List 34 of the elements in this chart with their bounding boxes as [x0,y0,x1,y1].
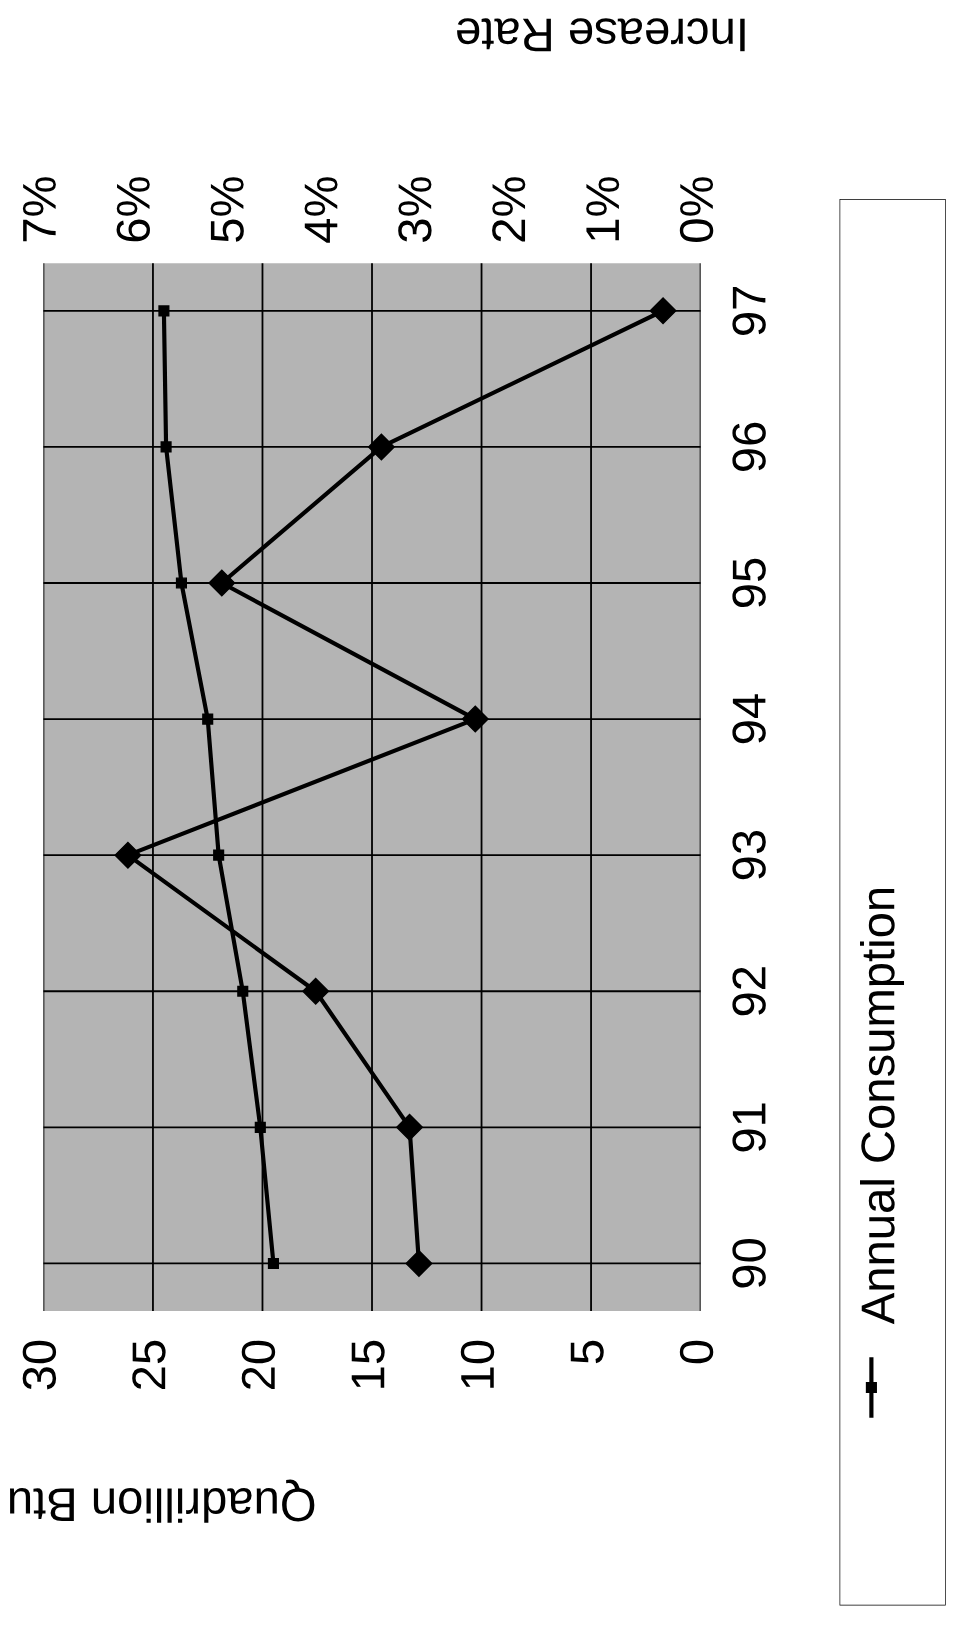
x-tick-label: 5 [570,1340,604,1364]
y-tick-label: 96 [732,422,766,471]
x2-tick-label: 2% [492,177,526,242]
y-tick-label: 92 [732,967,766,1016]
point [160,441,172,453]
y-tick-label: 94 [732,694,766,744]
x2-tick-label: 4% [304,177,338,243]
point [237,985,249,997]
y-tick-label: 97 [732,286,766,335]
x2-tick-label: 3% [398,177,432,242]
y-tick-label: 95 [732,558,766,608]
x-axis-title: Quadrillion Btu [9,1479,315,1523]
point [254,1121,266,1133]
x-tick-label: 30 [22,1340,57,1390]
point [267,1257,279,1269]
x-tick-label: 25 [132,1340,166,1389]
point [158,305,170,317]
x-tick-label: 10 [460,1340,495,1388]
x-tick-label: 0 [679,1340,714,1364]
y-tick-label: 93 [732,830,766,880]
y-tick-label: 90 [732,1239,766,1288]
x2-axis-title: Increase Rate [457,18,745,52]
text: Annual Consumption [860,888,905,1325]
x2-tick-label: 5% [210,177,244,242]
y-tick-label: 91 [732,1103,766,1152]
x2-tick-label: 0% [679,177,714,242]
x-tick-label: 15 [351,1340,385,1388]
x2-tick-label: 1% [586,177,620,241]
x-tick-label: 20 [241,1340,276,1389]
point [202,713,214,725]
x2-tick-label: 6% [116,177,150,242]
x2-tick-label: 7% [22,177,56,242]
point [175,577,187,589]
point [213,849,225,861]
